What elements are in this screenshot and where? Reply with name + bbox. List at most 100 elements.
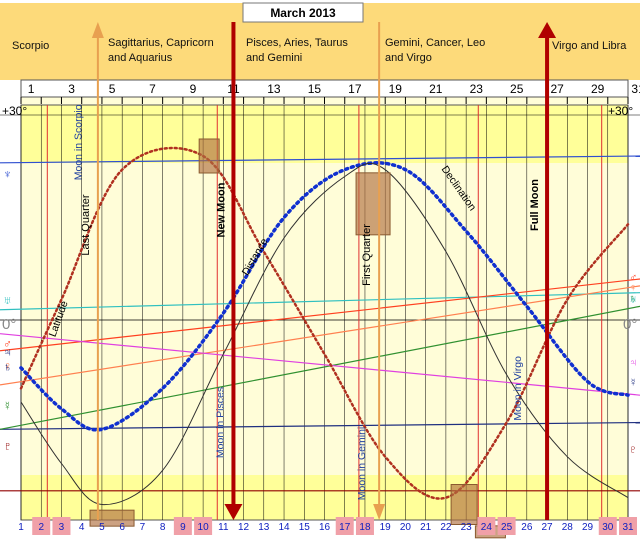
top-axis-label: 19 — [389, 82, 403, 96]
planet-line-6 — [0, 305, 640, 430]
right-planet-symbol: ♃ — [629, 357, 637, 369]
zodiac-label-4: Gemini, Cancer, Leo — [385, 37, 485, 49]
weekend-highlight — [355, 517, 374, 535]
weekend-highlight — [52, 517, 71, 535]
planet-line-1 — [0, 155, 640, 164]
weekend-highlight — [173, 517, 192, 535]
right-planet-symbol: ♀ — [629, 282, 637, 294]
bottom-axis-label: 17 — [339, 522, 351, 533]
bottom-axis-label: 14 — [278, 522, 290, 533]
right-planet-symbol: ♄ — [629, 293, 637, 305]
left-planet-symbol: ♆ — [3, 167, 12, 181]
title-box — [242, 2, 364, 23]
left-planet-symbol: ♄ — [3, 360, 12, 374]
bottom-axis-label: 19 — [380, 522, 392, 533]
chart-title: March 2013 — [270, 6, 336, 20]
bottom-axis-label: 1 — [18, 522, 24, 533]
planet-lines — [0, 155, 640, 492]
top-axis: 135791113151719212325272931 — [20, 79, 640, 104]
zodiac-label-3: Pisces, Aries, Taurus — [246, 37, 348, 49]
bottom-axis-label: 12 — [238, 522, 250, 533]
bottom-axis-label: 18 — [359, 522, 371, 533]
zodiac-label-3: and Gemini — [246, 52, 302, 64]
top-axis-label: 5 — [109, 82, 116, 96]
phase-label: First Quarter — [361, 224, 373, 286]
bottom-axis-label: 13 — [258, 522, 270, 533]
bottom-axis-label: 29 — [582, 522, 594, 533]
phase-label: Last Quarter — [80, 194, 92, 255]
bottom-axis-label: 4 — [79, 522, 85, 533]
left-planet-symbol: ☿ — [3, 399, 12, 413]
annotation-label: Moon in Virgo — [512, 356, 524, 421]
y-labels: +30° +30° 0° 0° — [2, 104, 637, 333]
top-axis-label: 15 — [308, 82, 322, 96]
top-axis-label: 3 — [68, 82, 75, 96]
left-planet-symbol: ♀ — [3, 359, 12, 373]
highlight-box — [89, 509, 135, 527]
bottom-axis-label: 7 — [140, 522, 146, 533]
arrow-up-icon — [538, 22, 557, 38]
zodiac-label-5: Virgo and Libra — [552, 40, 627, 52]
bottom-axis-label: 30 — [602, 522, 614, 533]
right-planet-symbol: ♇ — [629, 444, 637, 456]
bottom-axis: 1 2 3 4 5 6 7 8 9 10 11 12 13 14 15 16 17 18 19 20 21 22 23 24 2… — [18, 517, 637, 535]
highlight-box — [450, 484, 478, 525]
arrow-down-icon — [224, 504, 243, 520]
bottom-axis-label: 23 — [461, 522, 473, 533]
bottom-axis-label: 31 — [622, 522, 634, 533]
bottom-axis-label: 9 — [180, 522, 186, 533]
weekend-highlight — [598, 517, 617, 535]
arrow-up-icon — [91, 22, 104, 38]
bottom-axis-label: 3 — [59, 522, 65, 533]
y-label-zero-right: 0° — [623, 316, 637, 333]
left-planet-symbol: ♅ — [3, 293, 12, 307]
top-axis-label: 23 — [470, 82, 484, 96]
zodiac-label-4: and Virgo — [385, 52, 432, 64]
bottom-axis-label: 27 — [542, 522, 554, 533]
top-axis-label: 1 — [28, 82, 35, 96]
bottom-axis-label: 15 — [299, 522, 311, 533]
highlight-box — [355, 172, 391, 236]
moon-phases: Last Quarter New Moon First Quarter Full Mo… — [80, 22, 557, 520]
annotation-label: Moon in Scorpio — [73, 104, 85, 180]
planet-line-2 — [0, 292, 640, 311]
right-planet-symbol: ♅ — [629, 294, 637, 306]
weekend-highlight — [32, 517, 51, 535]
phase-label: New Moon — [215, 182, 227, 237]
top-axis-label: 25 — [510, 82, 524, 96]
right-planet-symbol: ♂ — [629, 272, 637, 284]
annotation-label: Moon in Gemini — [356, 427, 368, 501]
annotation-label: Moon in Pisces — [214, 387, 226, 458]
top-axis-label: 29 — [591, 82, 605, 96]
y-label-zero-left: 0° — [2, 316, 16, 333]
top-axis-label: 13 — [267, 82, 281, 96]
right-planet-symbol: ☿ — [629, 377, 637, 389]
bottom-axis-label: 20 — [400, 522, 412, 533]
planet-line-3 — [0, 278, 640, 352]
bottom-axis-label: 11 — [218, 522, 229, 533]
highlight-box — [198, 138, 220, 174]
left-planet-symbol: ♇ — [3, 439, 12, 453]
bottom-axis-label: 22 — [440, 522, 452, 533]
planet-line-4 — [0, 285, 640, 386]
weekend-highlight — [477, 517, 496, 535]
zodiac-banner: March 2013 — [0, 2, 640, 80]
zodiac-label-1: Scorpio — [12, 40, 49, 52]
top-axis-label: 27 — [551, 82, 565, 96]
bottom-axis-label: 5 — [99, 522, 105, 533]
zodiac-labels: Scorpio Sagittarius, Capricorn and Aquariu… — [12, 37, 627, 64]
bottom-axis-label: 25 — [501, 522, 513, 533]
zodiac-label-2: Sagittarius, Capricorn — [108, 37, 214, 49]
weekend-highlight — [335, 517, 354, 535]
zodiac-label-2: and Aquarius — [108, 52, 173, 64]
planet-line-7 — [0, 333, 640, 396]
weekend-highlight — [497, 517, 516, 535]
series-distance — [19, 161, 630, 432]
bottom-axis-label: 16 — [319, 522, 331, 533]
arrow-down-icon — [373, 504, 386, 520]
top-axis-label: 17 — [348, 82, 362, 96]
series-declination — [20, 162, 629, 506]
y-label-top-left: +30° — [2, 104, 27, 118]
weekend-highlight — [194, 517, 213, 535]
